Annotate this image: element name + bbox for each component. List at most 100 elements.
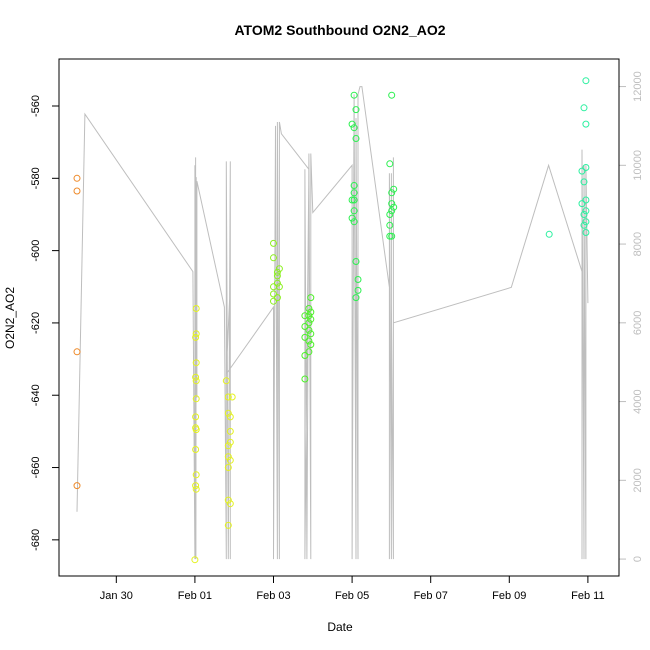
data-point — [192, 395, 200, 403]
x-tick-label: Feb 03 — [256, 590, 290, 602]
data-point — [226, 500, 234, 508]
data-point — [275, 283, 283, 291]
data-point — [390, 185, 398, 193]
data-point — [350, 189, 358, 197]
data-point — [350, 182, 358, 189]
chart-title: ATOM2 Southbound O2N2_AO2 — [234, 22, 445, 38]
data-point — [388, 232, 396, 240]
data-point — [305, 305, 313, 312]
data-point — [273, 268, 281, 276]
y-tick-label: -620 — [30, 312, 42, 334]
x-tick-label: Feb 07 — [414, 590, 448, 602]
data-point — [307, 294, 315, 302]
data-point — [386, 232, 394, 240]
data-point — [228, 393, 236, 401]
data-point — [352, 294, 360, 302]
data-point — [226, 427, 234, 435]
data-point — [386, 211, 394, 218]
data-point — [354, 286, 362, 294]
data-point — [307, 308, 315, 316]
y2-tick-label: 12000 — [632, 71, 644, 102]
data-point — [388, 91, 396, 99]
data-point — [578, 200, 586, 208]
data-point — [305, 319, 313, 327]
y2-tick-label: 10000 — [632, 150, 644, 181]
data-point — [578, 167, 586, 175]
data-point — [388, 207, 396, 215]
data-point — [73, 482, 81, 490]
data-point — [307, 341, 315, 349]
x-tick-label: Feb 05 — [335, 590, 369, 602]
data-point — [301, 375, 309, 383]
y-axis-label: O2N2_AO2 — [3, 287, 17, 349]
data-point — [192, 471, 200, 479]
data-point — [301, 333, 309, 341]
data-point — [222, 377, 230, 385]
data-point — [390, 203, 398, 211]
data-point — [352, 135, 360, 142]
data-point — [307, 315, 315, 323]
data-point — [350, 124, 358, 132]
data-point — [273, 279, 281, 287]
data-point — [224, 453, 232, 461]
data-point — [224, 409, 232, 417]
y-tick-label: -680 — [30, 529, 42, 551]
altitude-line-layer — [76, 86, 589, 560]
data-point — [580, 211, 588, 218]
data-point — [582, 77, 590, 85]
data-point — [73, 187, 81, 195]
y-tick-label: -640 — [30, 384, 42, 406]
data-point — [348, 120, 356, 128]
data-point — [545, 230, 553, 238]
data-point — [350, 91, 358, 99]
y2-tick-label: 2000 — [632, 468, 644, 492]
y2-tick-label: 8000 — [632, 232, 644, 256]
data-point — [192, 305, 200, 312]
data-point — [582, 218, 590, 226]
data-point — [270, 254, 277, 262]
data-point — [580, 178, 588, 186]
data-point — [192, 359, 200, 367]
data-point — [275, 265, 283, 273]
data-point — [73, 174, 81, 182]
data-point — [301, 352, 309, 359]
data-point — [224, 521, 232, 529]
data-point — [388, 200, 396, 208]
data-point — [73, 348, 81, 356]
data-point — [580, 221, 588, 229]
data-point — [224, 464, 232, 471]
data-point — [582, 164, 590, 171]
x-tick-label: Jan 30 — [100, 590, 133, 602]
data-point — [307, 330, 315, 338]
x-tick-label: Feb 01 — [178, 590, 212, 602]
data-point — [192, 482, 200, 490]
data-point — [270, 290, 277, 298]
y2-tick-label: 6000 — [632, 311, 644, 335]
data-point — [388, 189, 396, 197]
y-tick-label: -580 — [30, 167, 42, 189]
data-point — [352, 258, 360, 265]
data-point — [350, 196, 358, 204]
data-point — [582, 120, 590, 128]
data-point — [192, 373, 200, 381]
y-tick-label: -660 — [30, 457, 42, 479]
altitude-line — [76, 86, 589, 560]
y2-tick-label: 0 — [632, 556, 644, 562]
data-point — [582, 196, 590, 204]
data-point — [226, 456, 234, 464]
data-point — [270, 297, 277, 305]
data-point — [582, 207, 590, 215]
data-point — [270, 283, 277, 291]
data-point — [305, 312, 313, 320]
data-point — [192, 333, 200, 341]
data-point — [354, 276, 362, 283]
data-point — [192, 377, 200, 385]
data-point — [270, 239, 277, 247]
data-point — [191, 556, 199, 564]
x-tick-label: Feb 11 — [571, 590, 604, 602]
data-point — [305, 348, 313, 356]
data-point — [305, 326, 313, 334]
data-point — [301, 323, 309, 330]
data-point — [192, 485, 200, 493]
